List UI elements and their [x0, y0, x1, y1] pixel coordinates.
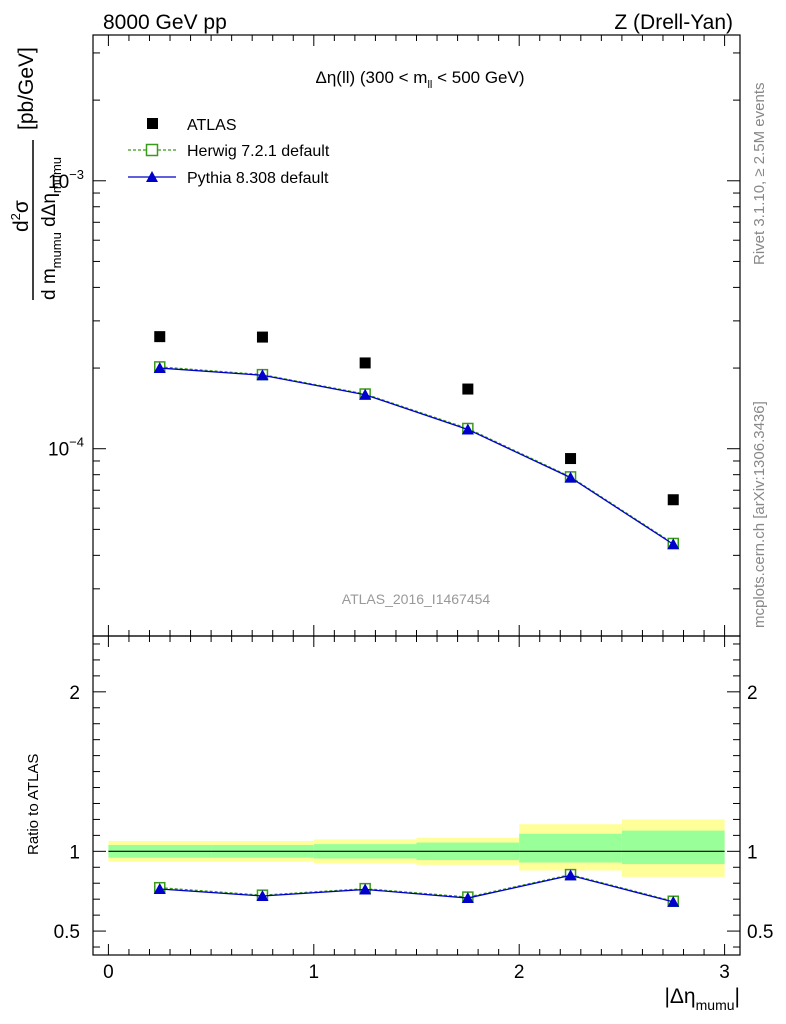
ratio-band-inner — [519, 833, 622, 863]
ratio-y-tick-label: 2 — [69, 683, 80, 704]
pythia-ratio-marker — [667, 895, 680, 907]
header-right: Z (Drell-Yan) — [614, 11, 733, 34]
ratio-y-tick-label-right: 0.5 — [747, 922, 773, 943]
x-tick-label: 3 — [719, 962, 730, 983]
pythia-marker — [153, 362, 166, 374]
y-tick-label: 10−3 — [48, 167, 84, 193]
pythia-ratio-line — [159, 874, 674, 903]
y-tick-label: 10−4 — [48, 435, 84, 461]
rivet-label: Rivet 3.1.10, ≥ 2.5M events — [751, 83, 768, 266]
pythia-marker — [461, 423, 474, 435]
legend-herwig-label: Herwig 7.2.1 default — [187, 143, 330, 160]
legend-atlas-label: ATLAS — [187, 117, 237, 134]
ratio-band-inner — [621, 830, 725, 865]
x-tick-label: 2 — [514, 962, 525, 983]
herwig-line — [159, 366, 674, 545]
pythia-marker — [564, 471, 577, 483]
pythia-marker — [359, 388, 372, 400]
pythia-line — [159, 367, 674, 545]
atlas-data-point — [462, 383, 474, 395]
main-y-axis-label: [pb/GeV] d2σ d mmumu dΔηmumu — [8, 47, 64, 300]
plot-title: Δη(ll) (300 < mll < 500 GeV) — [315, 68, 524, 91]
legend-atlas-marker — [147, 118, 158, 129]
mcplots-label: mcplots.cern.ch [arXiv:1306.3436] — [751, 401, 768, 628]
y-denominator: d mmumu dΔηmumu — [39, 157, 64, 300]
legend: ATLAS Herwig 7.2.1 default Pythia 8.308 … — [128, 117, 330, 187]
x-tick-label: 0 — [103, 962, 114, 983]
ratio-frame — [92, 635, 741, 956]
pythia-marker — [256, 369, 269, 381]
pythia-ratio-marker — [564, 869, 577, 881]
y-units: [pb/GeV] — [15, 47, 38, 130]
ratio-y-tick-label-right: 2 — [747, 683, 758, 704]
y-numerator: d2σ — [8, 200, 33, 232]
ratio-y-tick-label: 1 — [69, 842, 80, 863]
ratio-y-tick-label: 0.5 — [54, 922, 80, 943]
atlas-data-point — [154, 331, 166, 343]
analysis-watermark: ATLAS_2016_I1467454 — [342, 591, 491, 607]
atlas-data-point — [667, 494, 679, 506]
pythia-marker — [667, 538, 680, 550]
ratio-y-tick-label-right: 1 — [747, 842, 758, 863]
herwig-ratio-line — [159, 873, 674, 902]
pythia-ratio-marker — [461, 892, 474, 904]
plot-marks: 0 1 2 3 10−4 10−3 0.5 0.5 1 1 2 2 — [48, 35, 773, 983]
pythia-ratio-marker — [153, 882, 166, 894]
pythia-ratio-marker — [256, 889, 269, 901]
atlas-data-point — [256, 331, 268, 343]
legend-pythia-label: Pythia 8.308 default — [187, 170, 329, 187]
ratio-y-axis-label: Ratio to ATLAS — [25, 754, 42, 855]
legend-pythia-marker — [146, 171, 158, 182]
pythia-ratio-marker — [359, 883, 372, 895]
header-left: 8000 GeV pp — [103, 11, 227, 34]
x-tick-label: 1 — [309, 962, 320, 983]
atlas-data-point — [359, 357, 371, 369]
legend-herwig-marker — [145, 143, 159, 157]
atlas-data-point — [565, 453, 577, 465]
x-axis-label: |Δηmumu| — [664, 985, 740, 1013]
